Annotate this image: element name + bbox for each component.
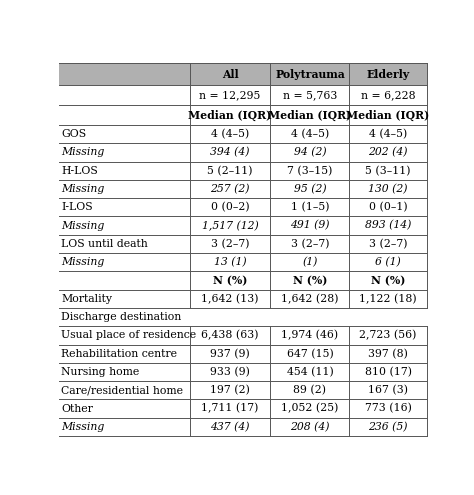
Text: Usual place of residence: Usual place of residence (62, 330, 197, 341)
Text: Elderly: Elderly (366, 69, 410, 80)
Text: n = 5,763: n = 5,763 (283, 90, 337, 100)
Text: 208 (4): 208 (4) (290, 422, 330, 432)
Text: N (%): N (%) (293, 275, 327, 286)
Text: N (%): N (%) (371, 275, 405, 286)
Text: 454 (11): 454 (11) (287, 367, 333, 377)
Text: 4 (4–5): 4 (4–5) (369, 129, 407, 139)
Text: 167 (3): 167 (3) (368, 385, 408, 396)
Text: 89 (2): 89 (2) (293, 385, 327, 396)
Text: 6 (1): 6 (1) (375, 257, 401, 267)
Text: Median (IQR): Median (IQR) (268, 109, 352, 121)
Text: 2,723 (56): 2,723 (56) (359, 330, 417, 341)
Text: GOS: GOS (62, 129, 87, 139)
Text: Polytrauma: Polytrauma (275, 69, 345, 80)
Text: 933 (9): 933 (9) (210, 367, 250, 377)
Text: 5 (3–11): 5 (3–11) (365, 165, 411, 176)
Text: 491 (9): 491 (9) (290, 220, 330, 231)
Text: I-LOS: I-LOS (62, 202, 93, 212)
Text: n = 12,295: n = 12,295 (200, 90, 261, 100)
Text: 202 (4): 202 (4) (368, 147, 408, 157)
Text: Median (IQR): Median (IQR) (189, 109, 272, 121)
Text: Missing: Missing (62, 184, 105, 194)
Text: 394 (4): 394 (4) (210, 147, 250, 157)
Text: 4 (4–5): 4 (4–5) (211, 129, 249, 139)
Text: 197 (2): 197 (2) (210, 385, 250, 396)
Text: Mortality: Mortality (62, 294, 112, 304)
Text: All: All (222, 69, 238, 80)
Text: 257 (2): 257 (2) (210, 184, 250, 194)
Text: Missing: Missing (62, 422, 105, 432)
Text: 397 (8): 397 (8) (368, 348, 408, 359)
Text: 647 (15): 647 (15) (287, 348, 333, 359)
Text: 773 (16): 773 (16) (365, 403, 411, 414)
Text: 0 (0–1): 0 (0–1) (369, 202, 407, 212)
Bar (59, 63, 427, 85)
Text: Other: Other (62, 403, 93, 413)
Text: 810 (17): 810 (17) (365, 367, 411, 377)
Text: 94 (2): 94 (2) (294, 147, 326, 157)
Text: 1,517 (12): 1,517 (12) (202, 220, 258, 231)
Text: 1,711 (17): 1,711 (17) (201, 403, 259, 414)
Text: 13 (1): 13 (1) (214, 257, 246, 267)
Text: 4 (4–5): 4 (4–5) (291, 129, 329, 139)
Text: 437 (4): 437 (4) (210, 422, 250, 432)
Text: 3 (2–7): 3 (2–7) (291, 239, 329, 249)
Text: 130 (2): 130 (2) (368, 184, 408, 194)
Text: 893 (14): 893 (14) (365, 220, 411, 231)
Text: (1): (1) (302, 257, 318, 267)
Text: Rehabilitation centre: Rehabilitation centre (62, 348, 177, 359)
Text: N (%): N (%) (213, 275, 247, 286)
Text: H-LOS: H-LOS (62, 166, 98, 176)
Text: 1,974 (46): 1,974 (46) (282, 330, 338, 341)
Text: 95 (2): 95 (2) (294, 184, 326, 194)
Text: Missing: Missing (62, 148, 105, 157)
Text: 5 (2–11): 5 (2–11) (207, 165, 253, 176)
Text: 3 (2–7): 3 (2–7) (211, 239, 249, 249)
Text: 1,642 (28): 1,642 (28) (281, 294, 339, 304)
Text: Care/residential home: Care/residential home (62, 385, 183, 395)
Text: 7 (3–15): 7 (3–15) (287, 165, 333, 176)
Text: Discharge destination: Discharge destination (62, 312, 182, 322)
Text: 0 (0–2): 0 (0–2) (211, 202, 249, 212)
Text: 6,438 (63): 6,438 (63) (201, 330, 259, 341)
Text: Missing: Missing (62, 221, 105, 231)
Text: Median (IQR): Median (IQR) (346, 109, 429, 121)
Text: 1,122 (18): 1,122 (18) (359, 294, 417, 304)
Text: LOS until death: LOS until death (62, 239, 148, 249)
Text: 3 (2–7): 3 (2–7) (369, 239, 407, 249)
Text: 1 (1–5): 1 (1–5) (291, 202, 329, 212)
Text: 236 (5): 236 (5) (368, 422, 408, 432)
Text: n = 6,228: n = 6,228 (361, 90, 415, 100)
Text: 937 (9): 937 (9) (210, 348, 250, 359)
Text: Nursing home: Nursing home (62, 367, 140, 377)
Text: 1,642 (13): 1,642 (13) (201, 294, 259, 304)
Text: 1,052 (25): 1,052 (25) (281, 403, 338, 414)
Text: Missing: Missing (62, 257, 105, 267)
